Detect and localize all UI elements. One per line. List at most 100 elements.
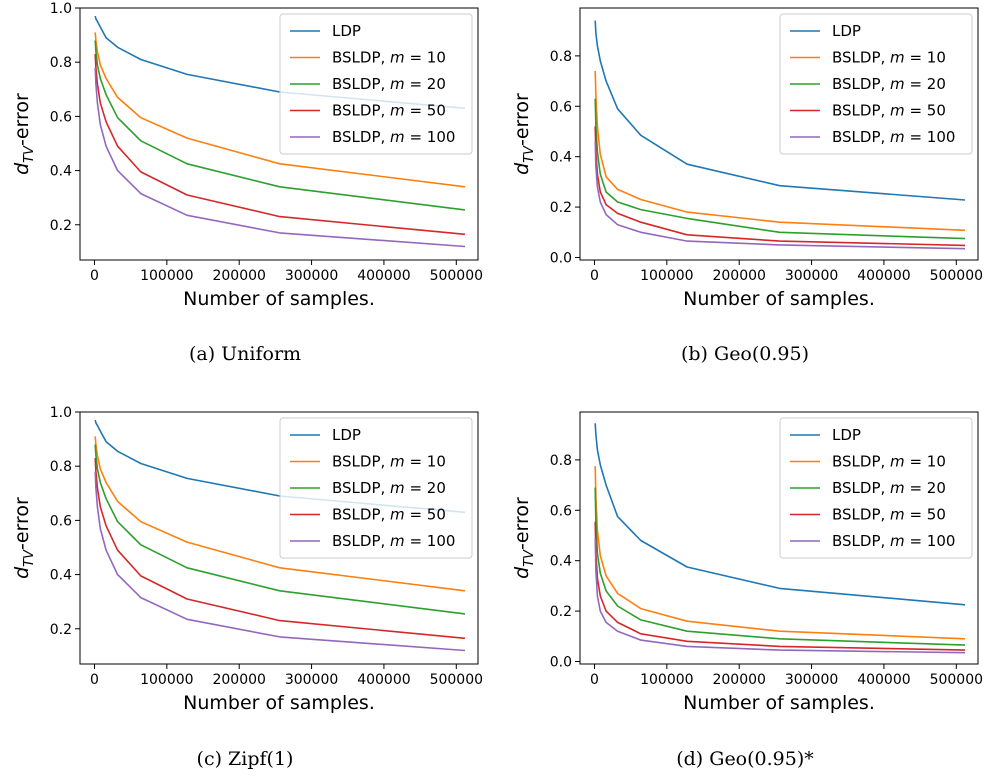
series-line-3 — [94, 54, 466, 236]
y-tick-label: 0.8 — [50, 55, 72, 71]
plot-frame — [79, 7, 479, 261]
panel-caption: (c) Zipf(1) — [197, 748, 294, 770]
y-tick-label: 0.6 — [550, 99, 572, 115]
x-tick-label: 300000 — [785, 268, 838, 284]
y-tick-label: 0.4 — [50, 164, 72, 180]
legend-entry-1: BSLDP, m = 10 — [332, 453, 446, 471]
y-tick-label: 0.6 — [550, 503, 572, 519]
y-axis-label: dTV-error — [511, 93, 537, 175]
legend-box — [779, 417, 973, 559]
y-tick-label: 0.2 — [550, 200, 572, 216]
x-tick-label: 500000 — [930, 672, 983, 688]
x-tick-label: 300000 — [285, 672, 338, 688]
y-tick-label: 0.6 — [50, 513, 72, 529]
x-tick-label: 400000 — [357, 672, 410, 688]
legend-entry-2: BSLDP, m = 20 — [832, 75, 946, 93]
x-tick-label: 400000 — [857, 268, 910, 284]
series-line-0 — [94, 419, 466, 514]
chart-panel-2: 0 100000 200000 300000 400000 500000 0.2 0.4 0.6… — [11, 405, 483, 770]
series-line-2 — [94, 444, 466, 615]
series-line-1 — [94, 436, 466, 592]
x-tick-label: 300000 — [285, 268, 338, 284]
legend-entry-4: BSLDP, m = 100 — [332, 128, 455, 146]
x-axis-label: Number of samples. — [183, 288, 375, 310]
x-axis-label: Number of samples. — [683, 692, 875, 714]
x-tick-label: 100000 — [640, 268, 693, 284]
x-axis-label: Number of samples. — [183, 692, 375, 714]
y-axis-label: dTV-error — [11, 497, 37, 579]
x-tick-label: 500000 — [430, 672, 483, 688]
series-line-0 — [594, 423, 966, 606]
chart-panel-0: 0 100000 200000 300000 400000 500000 0.2 0.4 0.6… — [11, 1, 483, 365]
legend-entry-1: BSLDP, m = 10 — [332, 49, 446, 67]
legend-box — [279, 417, 473, 559]
y-tick-label: 0.6 — [50, 109, 72, 125]
legend-entry-4: BSLDP, m = 100 — [832, 532, 955, 550]
legend: LDP BSLDP, m = 10 BSLDP, m = 20 BSLDP, m = … — [279, 417, 473, 559]
legend-box — [279, 13, 473, 155]
x-tick-label: 100000 — [140, 268, 193, 284]
y-tick-label: 0.0 — [550, 654, 572, 670]
legend-entry-2: BSLDP, m = 20 — [332, 75, 446, 93]
series-line-1 — [594, 466, 966, 640]
x-tick-label: 0 — [90, 268, 99, 284]
x-tick-label: 400000 — [857, 672, 910, 688]
series-line-4 — [594, 141, 966, 250]
chart-panel-3: 0 100000 200000 300000 400000 500000 0.0 0.2 0.4… — [511, 411, 983, 770]
series-line-0 — [94, 15, 466, 110]
x-tick-label: 500000 — [930, 268, 983, 284]
panel-caption: (a) Uniform — [189, 343, 301, 365]
legend: LDP BSLDP, m = 10 BSLDP, m = 20 BSLDP, m = … — [779, 417, 973, 559]
legend-entry-3: BSLDP, m = 50 — [832, 102, 946, 120]
x-tick-label: 200000 — [212, 672, 265, 688]
x-tick-label: 0 — [90, 672, 99, 688]
x-tick-label: 500000 — [430, 268, 483, 284]
legend-entry-0: LDP — [832, 426, 861, 444]
series-line-2 — [94, 40, 466, 211]
series-line-4 — [94, 471, 466, 652]
legend: LDP BSLDP, m = 10 BSLDP, m = 20 BSLDP, m = … — [279, 13, 473, 155]
y-tick-label: 1.0 — [50, 1, 72, 17]
series-line-3 — [594, 521, 966, 651]
series-line-2 — [594, 98, 966, 240]
legend-entry-4: BSLDP, m = 100 — [832, 128, 955, 146]
series-line-3 — [594, 126, 966, 247]
y-tick-label: 0.4 — [550, 554, 572, 570]
series-line-1 — [94, 32, 466, 188]
legend-entry-0: LDP — [832, 22, 861, 40]
x-tick-label: 200000 — [712, 672, 765, 688]
plot-frame — [579, 7, 979, 261]
x-tick-label: 0 — [590, 672, 599, 688]
series-line-3 — [94, 458, 466, 640]
panel-caption: (b) Geo(0.95) — [681, 343, 809, 365]
plot-frame — [579, 411, 979, 665]
legend-entry-3: BSLDP, m = 50 — [332, 506, 446, 524]
panel-caption: (d) Geo(0.95)* — [676, 748, 814, 770]
x-tick-label: 200000 — [212, 268, 265, 284]
legend-entry-3: BSLDP, m = 50 — [332, 102, 446, 120]
legend-entry-2: BSLDP, m = 20 — [332, 479, 446, 497]
x-tick-label: 200000 — [712, 268, 765, 284]
series-line-2 — [594, 487, 966, 646]
x-tick-label: 0 — [590, 268, 599, 284]
series-line-0 — [594, 20, 966, 201]
y-tick-label: 0.8 — [550, 49, 572, 65]
y-tick-label: 0.2 — [50, 622, 72, 638]
y-tick-label: 0.2 — [50, 218, 72, 234]
plot-frame — [79, 411, 479, 665]
x-tick-label: 100000 — [640, 672, 693, 688]
x-tick-label: 100000 — [140, 672, 193, 688]
x-tick-label: 300000 — [785, 672, 838, 688]
legend: LDP BSLDP, m = 10 BSLDP, m = 20 BSLDP, m = … — [779, 13, 973, 155]
series-line-4 — [94, 67, 466, 248]
series-line-1 — [594, 70, 966, 232]
legend-entry-1: BSLDP, m = 10 — [832, 49, 946, 67]
y-axis-label: dTV-error — [11, 93, 37, 175]
series-line-4 — [594, 537, 966, 654]
x-tick-label: 400000 — [357, 268, 410, 284]
legend-entry-4: BSLDP, m = 100 — [332, 532, 455, 550]
x-axis-label: Number of samples. — [683, 288, 875, 310]
y-tick-label: 0.0 — [550, 250, 572, 266]
legend-entry-2: BSLDP, m = 20 — [832, 479, 946, 497]
